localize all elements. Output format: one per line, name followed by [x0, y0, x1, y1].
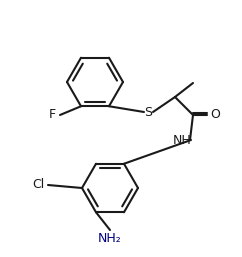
Text: NH: NH — [173, 133, 191, 146]
Text: NH₂: NH₂ — [98, 232, 122, 244]
Text: O: O — [210, 108, 220, 122]
Text: S: S — [144, 106, 152, 118]
Text: Cl: Cl — [32, 179, 44, 191]
Text: F: F — [48, 108, 56, 122]
